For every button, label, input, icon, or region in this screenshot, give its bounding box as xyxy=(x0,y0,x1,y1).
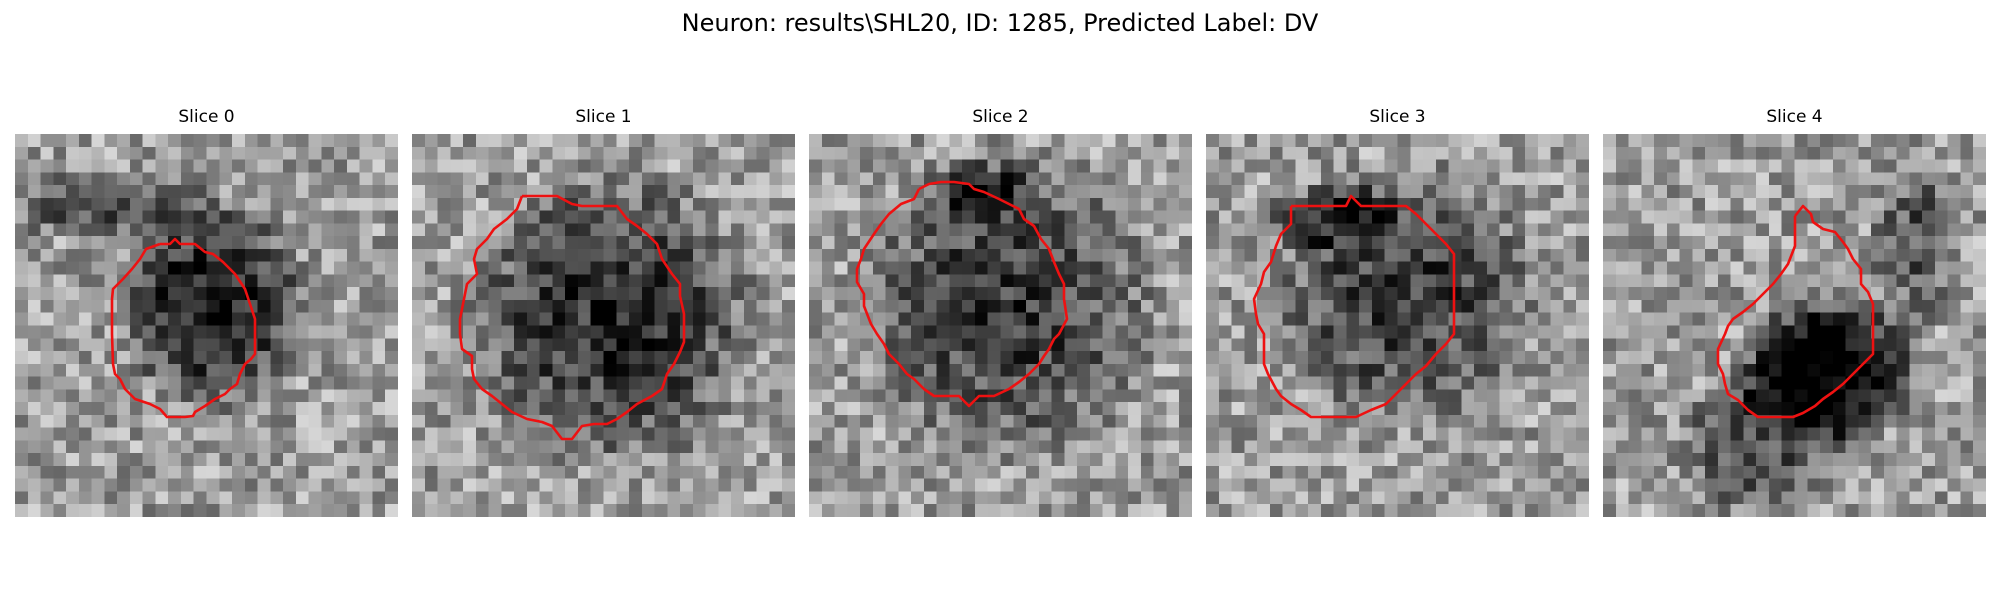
contour-line xyxy=(855,180,1069,408)
slice-image-0 xyxy=(15,134,398,517)
slice-title-0: Slice 0 xyxy=(178,107,235,127)
contour-line xyxy=(1252,194,1456,419)
slice-title-1: Slice 1 xyxy=(575,107,632,127)
figure-title: Neuron: results\SHL20, ID: 1285, Predict… xyxy=(681,9,1319,37)
slice-image-1 xyxy=(412,134,795,517)
slice-panel-0 xyxy=(15,134,398,517)
roi-contour-3 xyxy=(1252,194,1456,419)
roi-contour-4 xyxy=(1716,204,1875,419)
contour-line xyxy=(458,194,686,441)
slice-image-4 xyxy=(1603,134,1986,517)
roi-contour-0 xyxy=(110,237,257,419)
contour-line xyxy=(1716,204,1875,419)
slice-panel-4 xyxy=(1603,134,1986,517)
slice-panel-2 xyxy=(809,134,1192,517)
slice-title-4: Slice 4 xyxy=(1766,107,1823,127)
slice-title-2: Slice 2 xyxy=(972,107,1029,127)
slice-panel-1 xyxy=(412,134,795,517)
roi-contour-1 xyxy=(458,194,686,441)
contour-line xyxy=(110,237,257,419)
slice-title-3: Slice 3 xyxy=(1369,107,1426,127)
slice-panel-3 xyxy=(1206,134,1589,517)
slice-image-3 xyxy=(1206,134,1589,517)
roi-contour-2 xyxy=(855,180,1069,408)
